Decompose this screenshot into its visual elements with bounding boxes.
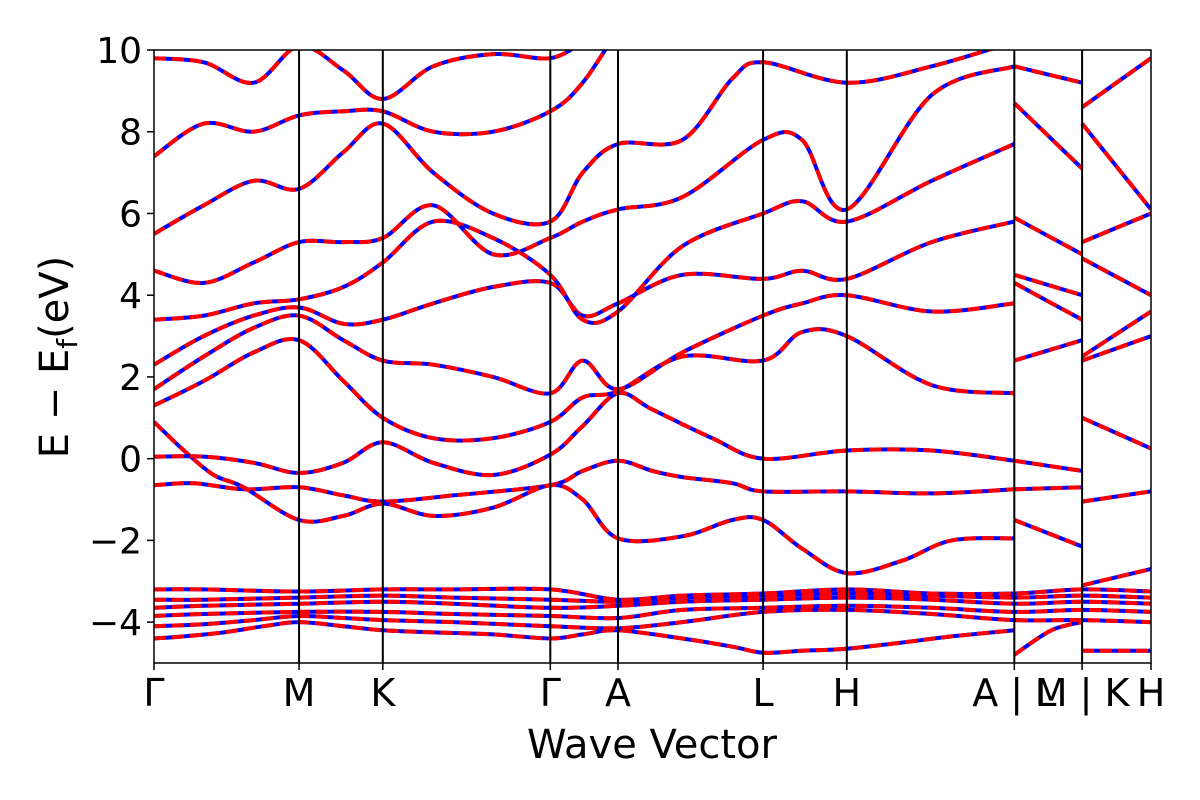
band-dashed-1 — [154, 607, 1151, 631]
band-solid-7 — [154, 420, 1151, 588]
x-tick-label-1: M — [283, 671, 316, 715]
band-dashed-15 — [154, 50, 608, 158]
band-dashed-3 — [154, 595, 1151, 610]
x-tick-label-6: H — [833, 671, 862, 715]
y-axis-label: E − Ef(eV) — [32, 256, 84, 459]
plot-area — [154, 50, 1151, 657]
band-dashed-14 — [154, 50, 1151, 236]
y-tick-label-5: 0 — [119, 440, 142, 481]
band-dashed-9 — [154, 327, 1151, 443]
y-axis-label-unit: (eV) — [32, 256, 78, 339]
band-dashed-5 — [154, 586, 1151, 602]
band-dashed-7 — [154, 420, 1151, 588]
y-tick-label-6: −2 — [89, 521, 142, 562]
band-solid-6 — [154, 458, 1151, 504]
band-dashed-4 — [154, 591, 1151, 604]
band-solid-12 — [154, 142, 1151, 326]
x-tick-label-9: H — [1137, 671, 1166, 715]
band-dashed-10 — [154, 281, 1151, 396]
y-tick-label-4: 2 — [119, 358, 142, 399]
band-dashed-13 — [154, 64, 1151, 285]
band-dashed-16 — [154, 50, 575, 101]
x-axis-label: Wave Vector — [527, 722, 778, 768]
band-dashed-12 — [154, 142, 1151, 326]
y-tick-label-2: 6 — [119, 194, 142, 235]
axes-frame — [153, 49, 1152, 664]
x-tick-label-0: Γ — [143, 671, 164, 715]
y-tick-label-7: −4 — [89, 603, 142, 644]
x-tick-label-8: M | K — [1035, 671, 1131, 716]
y-axis-label-main: E − E — [32, 349, 78, 459]
band-dashed-8 — [154, 390, 1151, 478]
y-tick-label-1: 8 — [119, 113, 142, 154]
band-solid-8 — [154, 390, 1151, 478]
y-axis-label-subscript: f — [51, 338, 84, 349]
y-tick-label-3: 4 — [119, 276, 142, 317]
x-tick-label-3: Γ — [540, 671, 561, 715]
x-tick-label-7: A | L — [972, 671, 1056, 716]
band-solid-9 — [154, 327, 1151, 443]
band-solid-13 — [154, 64, 1151, 285]
band-dashed-6 — [154, 458, 1151, 504]
kpoint-lines — [298, 50, 1084, 663]
band-dashed-0 — [154, 620, 1151, 657]
x-tick-label-5: L — [752, 671, 773, 715]
band-dashed-2 — [154, 603, 1151, 621]
x-tick-label-4: A — [605, 671, 631, 715]
band-solid-15 — [154, 50, 608, 158]
y-axis-ticks: 10 8 6 4 2 0 −2 −4 — [89, 31, 154, 644]
y-tick-label-0: 10 — [96, 31, 142, 72]
x-tick-label-2: K — [370, 671, 396, 715]
